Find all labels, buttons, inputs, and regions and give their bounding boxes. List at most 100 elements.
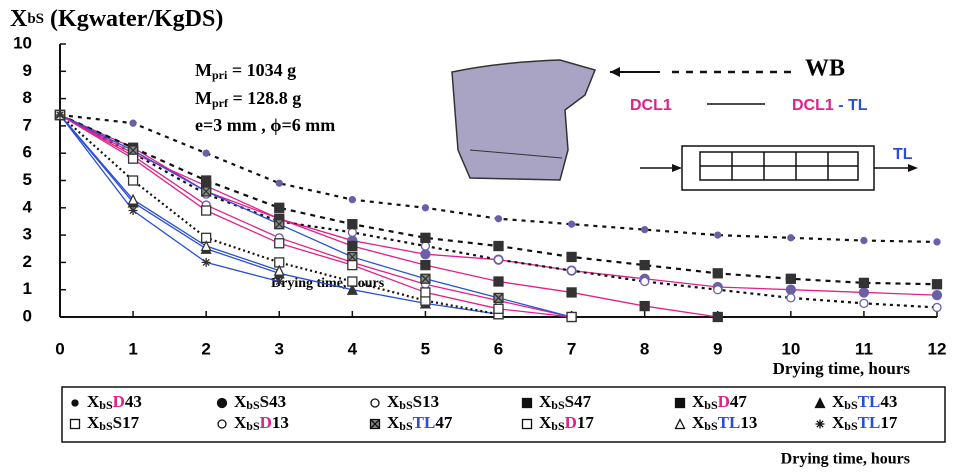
marker	[785, 284, 796, 295]
legend-label-part: X	[832, 392, 845, 411]
legend-label-part: TL	[858, 413, 881, 432]
marker	[127, 153, 139, 164]
legend-label-part: bS	[844, 398, 858, 412]
legend-label-part: X	[692, 413, 705, 432]
marker	[713, 285, 723, 295]
annotation: Mpri = 1034 g	[195, 60, 296, 82]
marker	[567, 220, 576, 228]
marker	[420, 241, 431, 251]
legend-label-part: X	[387, 413, 400, 432]
legend-label-part: bS	[704, 398, 718, 412]
legend-label-part: 17	[880, 413, 898, 432]
legend-label-part: TL	[858, 392, 881, 411]
legend-label: XbSD43	[87, 392, 142, 412]
series-line	[59, 114, 280, 283]
legend-label-part: X	[692, 392, 705, 411]
x-tick-label: 2	[201, 339, 210, 358]
marker	[275, 179, 283, 187]
legend-marker	[370, 398, 380, 408]
legend-label-part: bS	[551, 398, 565, 412]
legend-label-part: S	[260, 392, 269, 411]
marker	[639, 300, 650, 312]
x-tick-label: 9	[713, 339, 722, 358]
legend-label-part: TL	[413, 413, 436, 432]
marker	[347, 276, 358, 287]
legend-box	[61, 386, 946, 443]
series-line	[59, 114, 718, 318]
y-tick-label: 6	[23, 143, 32, 162]
caption: Drying time, hours	[781, 451, 910, 468]
marker	[712, 311, 723, 323]
annotation: DCL1	[630, 97, 672, 114]
marker	[859, 298, 869, 309]
marker	[346, 283, 358, 295]
marker	[201, 186, 212, 197]
legend-label-part: bS	[551, 419, 565, 433]
legend-label: XbSS43	[234, 392, 286, 412]
marker	[273, 264, 285, 276]
x-tick-label: 0	[55, 339, 64, 358]
legend-label-part: bS	[399, 419, 413, 433]
marker	[127, 193, 139, 205]
annotation: e=3 mm , ϕ=6 mm	[195, 115, 335, 135]
text-part: M	[195, 88, 212, 108]
x-tick-label: 6	[494, 339, 503, 358]
y-tick-label: 8	[23, 88, 32, 107]
marker	[55, 110, 65, 120]
marker	[493, 276, 504, 287]
marker	[566, 251, 577, 263]
marker	[420, 232, 431, 243]
marker	[420, 259, 431, 271]
marker	[347, 259, 358, 271]
legend-label: XbSS17	[87, 413, 140, 433]
wing-line	[469, 149, 563, 159]
marker	[274, 277, 284, 287]
x-tick-label: 1	[128, 339, 137, 358]
dryer-sketch	[640, 145, 908, 191]
text-part: = 1034 g	[227, 60, 296, 80]
legend-label: XbSTL13	[692, 413, 757, 433]
marker	[274, 219, 285, 230]
x-tick-label: 8	[640, 339, 649, 358]
x-tick-label: 10	[781, 339, 800, 358]
legend-label-part: S	[413, 392, 422, 411]
marker	[640, 276, 650, 287]
legend-label-part: X	[387, 392, 400, 411]
legend-label-part: 17	[577, 413, 595, 432]
text-part: = 128.8 g	[228, 88, 301, 108]
marker	[787, 234, 795, 242]
legend-marker	[216, 397, 228, 409]
marker	[347, 227, 357, 238]
marker	[420, 273, 431, 284]
marker	[420, 287, 431, 298]
y-tick-label: 3	[23, 225, 32, 244]
y-tick-label: 2	[23, 252, 32, 271]
legend-label-part: D	[565, 413, 577, 432]
marker	[712, 268, 723, 279]
legend-label-part: bS	[246, 419, 260, 433]
marker	[347, 240, 358, 252]
marker	[421, 204, 430, 212]
legend-label-part: 43	[125, 392, 142, 411]
marker	[639, 259, 650, 271]
legend-label-part: 43	[269, 392, 286, 411]
annotation: DCL1 - TL	[792, 97, 868, 114]
marker	[566, 287, 577, 298]
legend-label: XbSS47	[539, 392, 592, 412]
legend-label-part: X	[539, 392, 552, 411]
legend-label-part: 13	[740, 413, 757, 432]
y-tick-label: 0	[23, 306, 32, 325]
legend-label-part: X	[234, 392, 247, 411]
legend-label: XbSD47	[692, 392, 747, 412]
legend-marker	[369, 418, 381, 430]
marker	[494, 215, 503, 223]
legend-label-part: X	[87, 392, 100, 411]
marker	[493, 240, 504, 252]
text-part: - TL	[834, 97, 868, 114]
legend-marker	[71, 399, 79, 407]
y-tick-label: 5	[23, 170, 32, 189]
legend-marker	[521, 418, 533, 430]
marker	[641, 225, 649, 234]
text-part: bS	[27, 11, 44, 27]
marker	[931, 290, 943, 301]
